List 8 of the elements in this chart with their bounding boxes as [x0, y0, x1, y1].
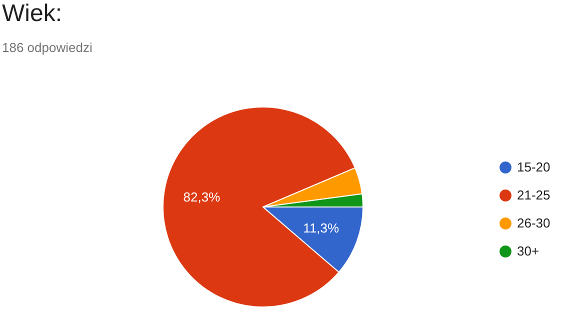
legend-label: 30+	[517, 244, 540, 258]
legend-label: 26-30	[517, 216, 550, 230]
legend-label: 15-20	[517, 160, 550, 174]
text: 186 odpowiedzi	[2, 40, 92, 55]
data-label: 82,3%	[183, 189, 221, 204]
data-label: 11,3%	[303, 220, 340, 236]
chart-title: Wiek:	[2, 0, 62, 27]
legend-label: 21-25	[517, 188, 550, 202]
